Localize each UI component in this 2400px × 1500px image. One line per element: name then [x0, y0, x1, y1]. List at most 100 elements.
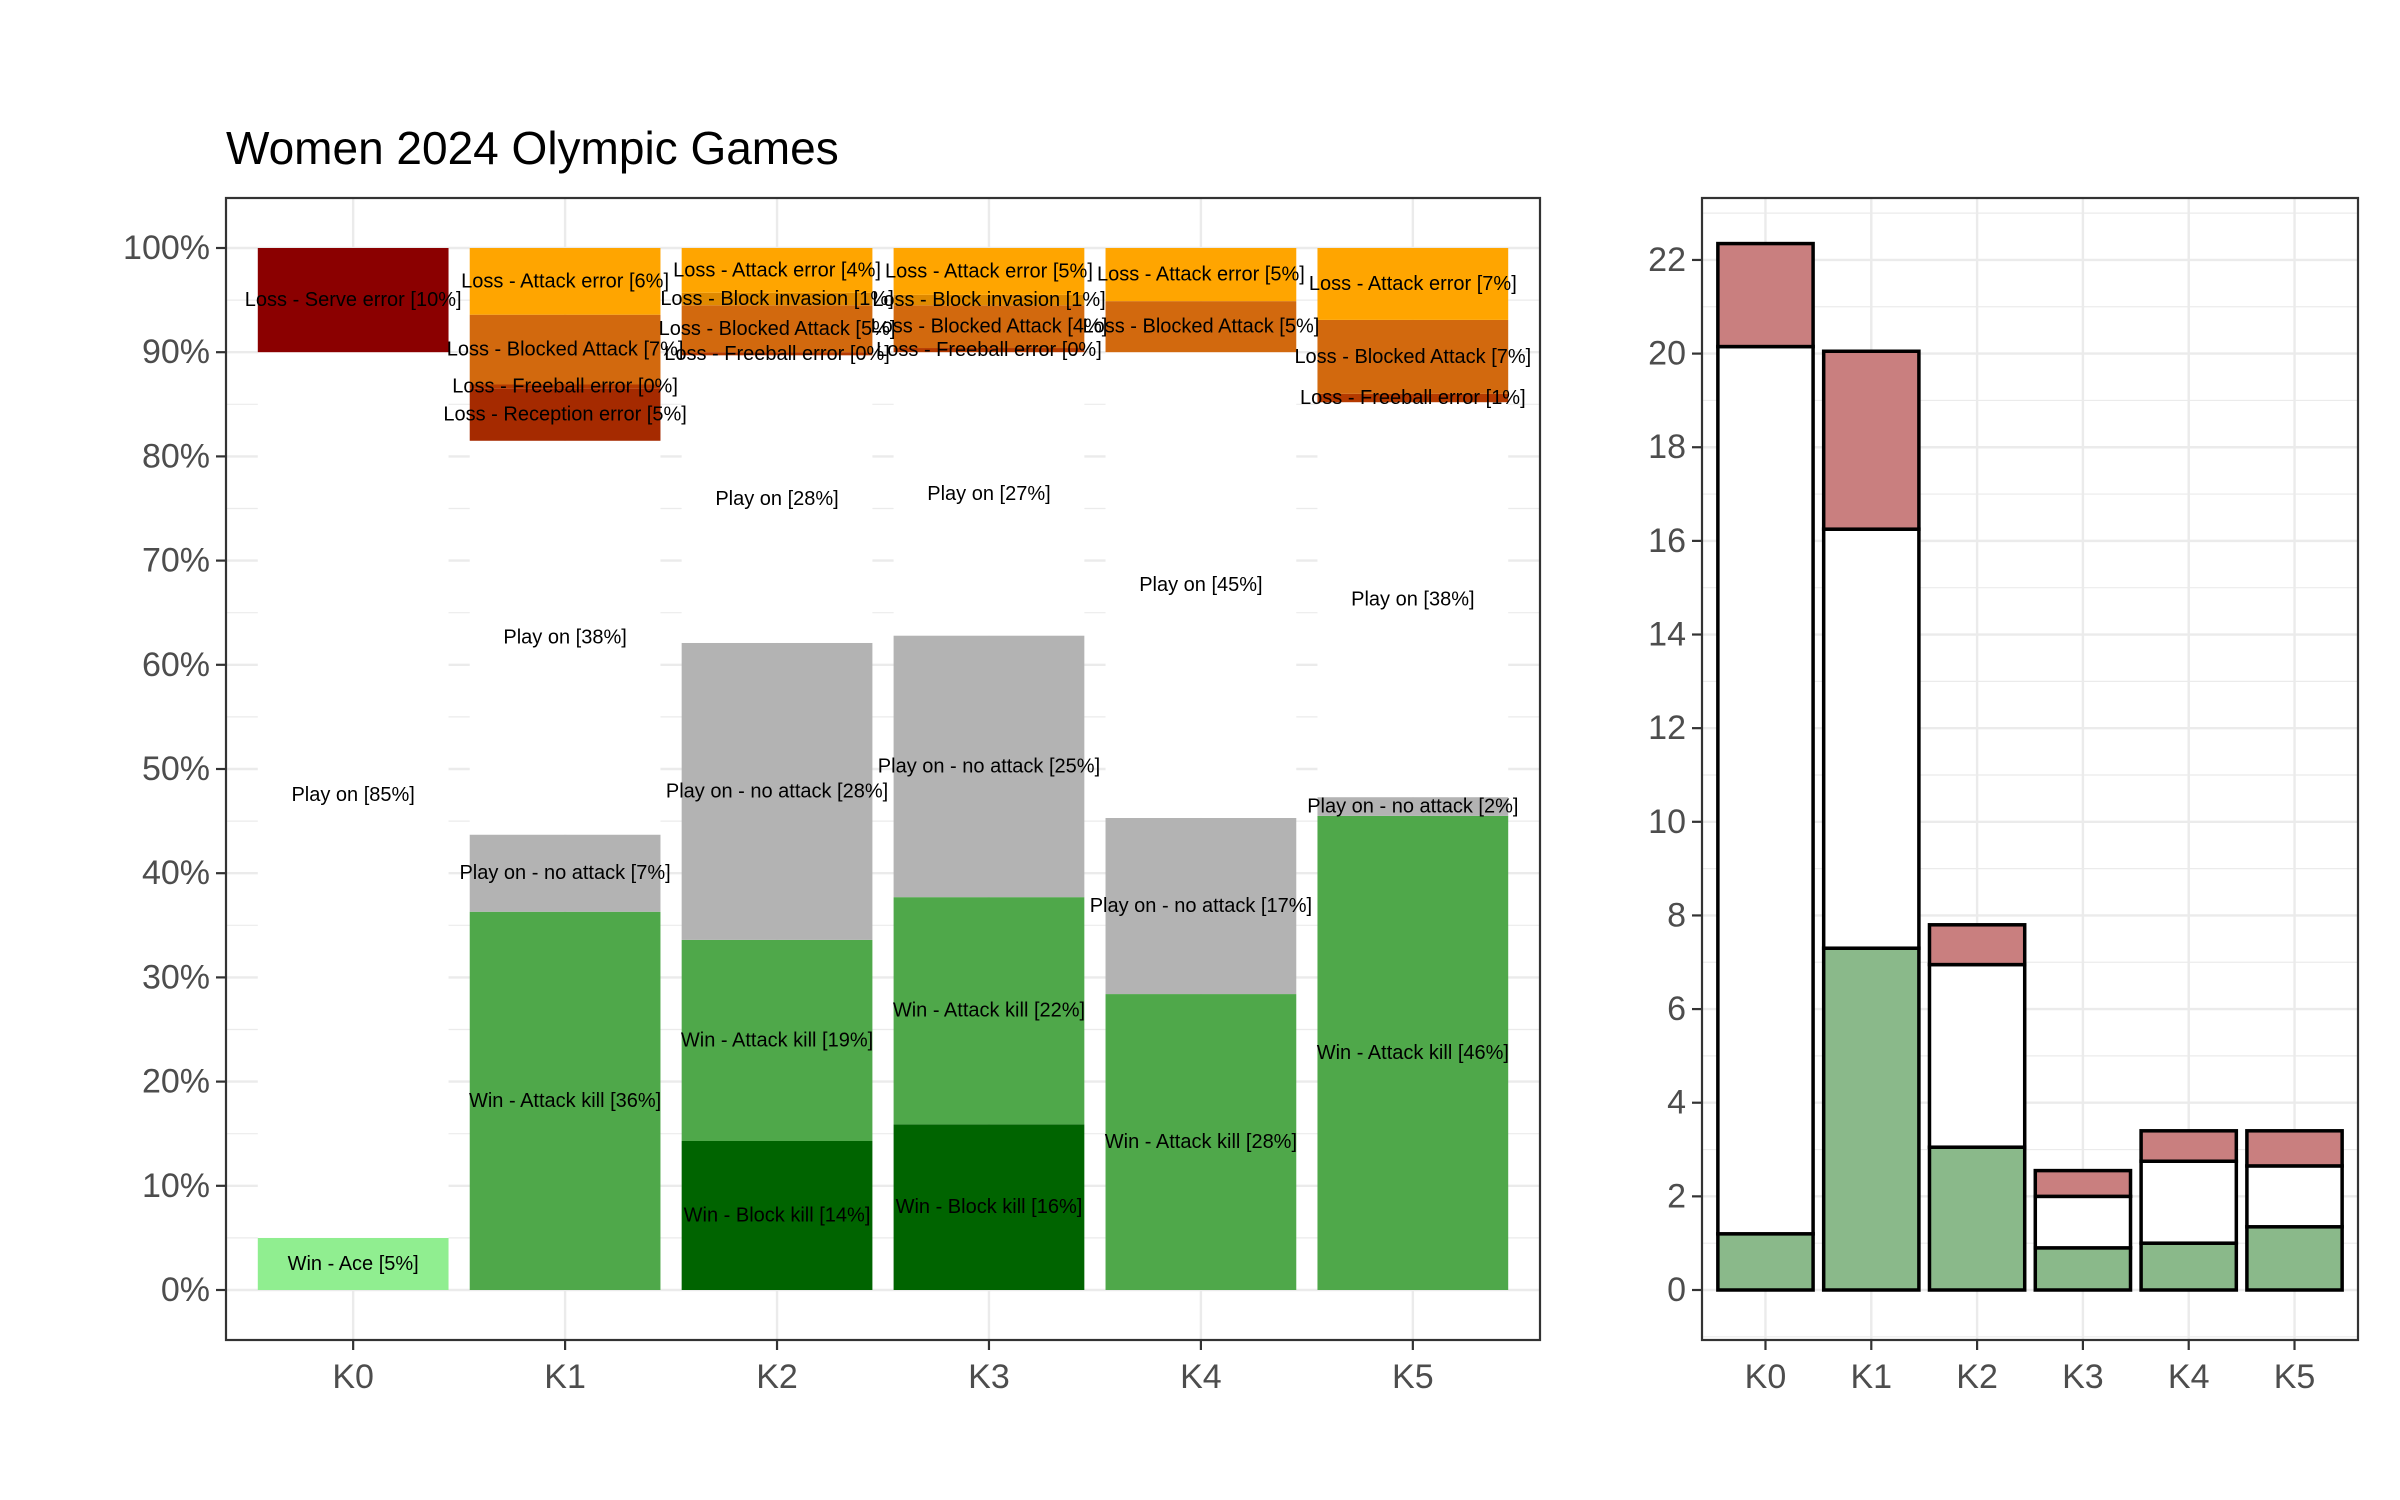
segment-label: Loss - Attack error [7%] — [1309, 273, 1517, 295]
count-bar-segment — [2245, 1225, 2344, 1292]
bar-segment — [893, 897, 1085, 1125]
segment-label: Play on [38%] — [1351, 589, 1474, 611]
bar-segment — [469, 911, 661, 1290]
right-y-tick-label: 10 — [1648, 803, 1686, 841]
right-y-tick-label: 16 — [1648, 522, 1686, 560]
segment-label: Play on - no attack [28%] — [666, 780, 888, 802]
count-bar-segment — [1927, 962, 2027, 1149]
left-y-tick-label: 80% — [142, 437, 210, 475]
right-y-tick-label: 20 — [1648, 335, 1686, 373]
count-bar-segment — [2033, 1246, 2133, 1292]
bar-segment — [1105, 994, 1297, 1290]
bar-segment — [469, 314, 661, 385]
bar-segment — [1317, 393, 1509, 403]
bar-segment — [1105, 248, 1297, 302]
right-y-tick-label: 12 — [1648, 709, 1686, 747]
segment-label: Loss - Freeball error [0%] — [876, 339, 1102, 361]
segment-label: Win - Attack kill [36%] — [469, 1090, 661, 1112]
bar-segment — [1317, 402, 1509, 798]
right-chart: 0 2 4 6 8 10 12 14 16 18 20 22 K0 K1 K2 K3 K4 K5 — [1648, 196, 2360, 1396]
left-y-tick-label: 0% — [161, 1271, 210, 1309]
left-y-tick-label: 60% — [142, 646, 210, 684]
right-y-tick-label: 4 — [1667, 1084, 1686, 1122]
segment-label: Play on [27%] — [927, 483, 1050, 505]
right-x-tick-label: K0 — [1745, 1358, 1787, 1396]
bar-segment — [1317, 797, 1509, 816]
segment-label: Play on [38%] — [503, 627, 626, 649]
bar-segment — [1105, 817, 1297, 995]
bar-segment — [257, 248, 449, 353]
left-y-tick-label: 40% — [142, 854, 210, 892]
count-bar-segment — [1927, 923, 2027, 967]
segment-label: Play on [45%] — [1139, 574, 1262, 596]
bar-segment — [469, 834, 661, 912]
count-bar-segment — [1716, 241, 1815, 349]
segment-label: Loss - Blocked Attack [7%] — [447, 339, 684, 361]
bar-segment — [469, 388, 661, 441]
segment-label: Loss - Freeball error [0%] — [664, 343, 890, 365]
bar-segment — [681, 355, 873, 643]
right-y-tick-label: 0 — [1667, 1271, 1686, 1309]
left-x-tick-label: K2 — [756, 1358, 798, 1396]
left-y-tick-label: 50% — [142, 750, 210, 788]
bar-segment — [681, 939, 873, 1141]
chart-title: Women 2024 Olympic Games — [226, 122, 839, 174]
left-x-tick-label: K0 — [332, 1358, 374, 1396]
bar-segment — [257, 352, 449, 1238]
right-x-tick-label: K3 — [2062, 1358, 2104, 1396]
right-y-tick-label: 18 — [1648, 428, 1686, 466]
right-y-tick-label: 6 — [1667, 990, 1686, 1028]
count-bar-segment — [2245, 1164, 2344, 1229]
segment-label: Win - Attack kill [46%] — [1317, 1042, 1509, 1064]
count-bar-segment — [2245, 1129, 2344, 1168]
bar-segment — [257, 1237, 449, 1290]
segment-label: Loss - Serve error [10%] — [245, 289, 462, 311]
segment-label: Play on - no attack [25%] — [878, 755, 1100, 777]
left-chart: Win - Ace [5%] Play on [85%] Loss - Serve … — [123, 122, 1542, 1396]
count-bar-segment — [1716, 1232, 1815, 1292]
segment-label: Win - Attack kill [19%] — [681, 1029, 873, 1051]
bar-segment — [1105, 352, 1297, 818]
segment-label: Play on - no attack [17%] — [1090, 895, 1312, 917]
segment-label: Win - Attack kill [28%] — [1105, 1131, 1297, 1153]
count-bar-segment — [1821, 946, 1921, 1292]
bar-segment — [893, 294, 1085, 306]
segment-label: Loss - Block invasion [1%] — [660, 288, 893, 310]
segment-label: Loss - Attack error [5%] — [1097, 264, 1305, 286]
bar-segment — [681, 1140, 873, 1290]
bar-segment — [893, 348, 1085, 353]
segment-label: Play on [85%] — [291, 784, 414, 806]
left-x-tick-label: K3 — [968, 1358, 1010, 1396]
bar-segment — [681, 248, 873, 293]
count-bar-segment — [2139, 1241, 2239, 1292]
segment-label: Win - Ace [5%] — [288, 1253, 419, 1275]
left-x-tick-label: K4 — [1180, 1358, 1222, 1396]
bar-segment — [469, 248, 661, 315]
bar-segment — [893, 352, 1085, 636]
right-x-tick-label: K4 — [2168, 1358, 2210, 1396]
bar-segment — [893, 305, 1085, 349]
bar-segment — [681, 292, 873, 306]
left-y-tick-label: 30% — [142, 958, 210, 996]
right-x-tick-label: K1 — [1850, 1358, 1892, 1396]
left-x-tick-label: K1 — [544, 1358, 586, 1396]
bar-segment — [1317, 319, 1509, 394]
segment-label: Loss - Freeball error [0%] — [452, 376, 678, 398]
count-bar-segment — [1821, 349, 1921, 531]
segment-label: Loss - Attack error [4%] — [673, 259, 881, 281]
segment-label: Loss - Freeball error [1%] — [1300, 387, 1526, 409]
left-y-tick-label: 100% — [123, 229, 210, 267]
right-x-tick-label: K5 — [2274, 1358, 2316, 1396]
bar-segment — [893, 635, 1085, 898]
segment-label: Play on [28%] — [715, 488, 838, 510]
segment-label: Win - Block kill [16%] — [896, 1196, 1083, 1218]
segment-label: Play on - no attack [2%] — [1307, 796, 1518, 818]
right-y-tick-label: 22 — [1648, 241, 1686, 279]
left-x-tick-label: K5 — [1392, 1358, 1434, 1396]
bar-segment — [681, 352, 873, 356]
bar-segment — [681, 642, 873, 940]
right-y-tick-label: 14 — [1648, 616, 1686, 654]
bar-segment — [1317, 815, 1509, 1290]
